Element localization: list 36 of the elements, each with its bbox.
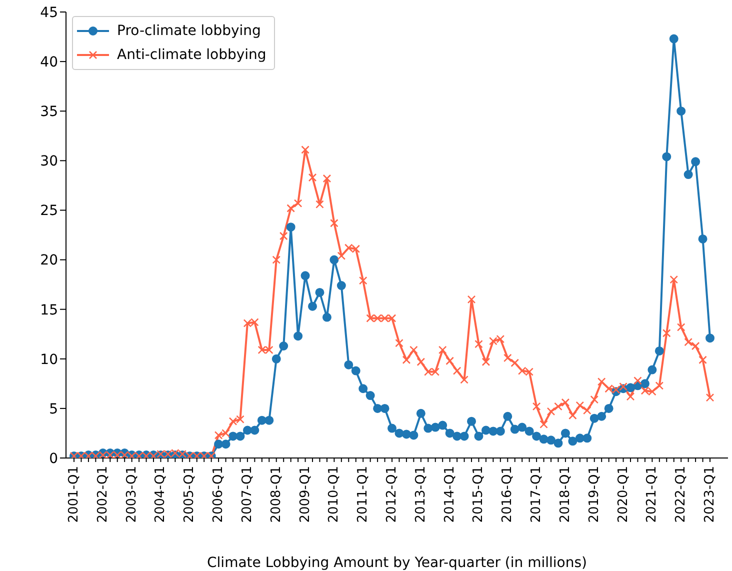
- x-tick-label: 2006-Q1: [211, 466, 226, 523]
- y-tick-label: 5: [49, 401, 58, 418]
- x-tick-label: 2009-Q1: [298, 466, 313, 523]
- y-tick-label: 0: [49, 450, 58, 467]
- y-tick-label: 10: [40, 352, 58, 368]
- y-tick-label: 30: [40, 154, 58, 170]
- x-tick-label: 2007-Q1: [240, 466, 255, 523]
- y-tick-label: 45: [40, 4, 58, 21]
- x-tick-label: 2013-Q1: [413, 466, 428, 523]
- legend-label: Pro-climate lobbying: [117, 23, 261, 39]
- x-tick-label: 2022-Q1: [674, 466, 689, 523]
- x-tick-label: 2017-Q1: [529, 466, 544, 523]
- x-tick-label: 2004-Q1: [153, 466, 168, 523]
- x-tick-label: 2023-Q1: [702, 466, 718, 523]
- x-tick-label: 2012-Q1: [384, 466, 400, 523]
- x-tick-label: 2011-Q1: [356, 466, 371, 523]
- y-tick-label: 20: [40, 252, 58, 269]
- y-tick-label: 40: [40, 54, 58, 71]
- x-tick-label: 2008-Q1: [268, 466, 284, 523]
- x-tick-label: 2003-Q1: [124, 466, 140, 523]
- x-tick-label: 2002-Q1: [95, 466, 110, 523]
- x-tick-label: 2005-Q1: [182, 466, 198, 523]
- x-tick-label: 2018-Q1: [558, 466, 573, 523]
- x-tick-label: 2019-Q1: [586, 466, 602, 523]
- y-tick-label: 35: [40, 104, 58, 120]
- legend-label: Anti-climate lobbying: [117, 47, 266, 63]
- y-tick-label: 15: [40, 302, 58, 318]
- x-tick-label: 2014-Q1: [442, 466, 458, 523]
- x-tick-label: 2021-Q1: [644, 466, 660, 523]
- x-tick-label: 2010-Q1: [326, 466, 342, 523]
- x-axis-title: Climate Lobbying Amount by Year-quarter (in millions): [207, 555, 587, 571]
- x-tick-label: 2016-Q1: [500, 466, 516, 523]
- x-tick-label: 2020-Q1: [616, 466, 631, 523]
- x-tick-label: 2015-Q1: [471, 466, 486, 523]
- x-tick-label: 2001-Q1: [66, 466, 82, 523]
- y-tick-label: 25: [40, 203, 58, 220]
